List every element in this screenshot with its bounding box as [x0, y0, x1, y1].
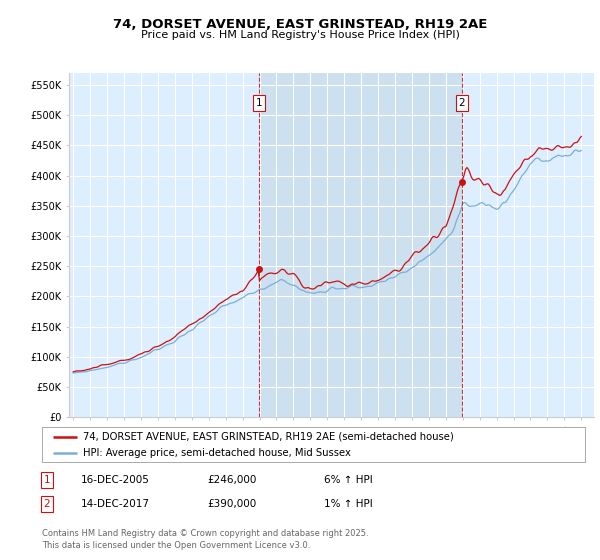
Text: £246,000: £246,000	[207, 475, 256, 485]
Text: 16-DEC-2005: 16-DEC-2005	[81, 475, 150, 485]
Text: 2: 2	[43, 499, 50, 509]
Text: 74, DORSET AVENUE, EAST GRINSTEAD, RH19 2AE (semi-detached house): 74, DORSET AVENUE, EAST GRINSTEAD, RH19 …	[83, 432, 454, 442]
Text: Contains HM Land Registry data © Crown copyright and database right 2025.: Contains HM Land Registry data © Crown c…	[42, 529, 368, 538]
Text: 6% ↑ HPI: 6% ↑ HPI	[324, 475, 373, 485]
Text: 2: 2	[459, 98, 466, 108]
Text: Price paid vs. HM Land Registry's House Price Index (HPI): Price paid vs. HM Land Registry's House …	[140, 30, 460, 40]
Text: HPI: Average price, semi-detached house, Mid Sussex: HPI: Average price, semi-detached house,…	[83, 447, 350, 458]
Text: 1% ↑ HPI: 1% ↑ HPI	[324, 499, 373, 509]
Text: 14-DEC-2017: 14-DEC-2017	[81, 499, 150, 509]
Bar	[259, 73, 462, 417]
Text: This data is licensed under the Open Government Licence v3.0.: This data is licensed under the Open Gov…	[42, 542, 310, 550]
Text: 1: 1	[43, 475, 50, 485]
Text: £390,000: £390,000	[207, 499, 256, 509]
Text: 74, DORSET AVENUE, EAST GRINSTEAD, RH19 2AE: 74, DORSET AVENUE, EAST GRINSTEAD, RH19 …	[113, 17, 487, 31]
Text: 1: 1	[256, 98, 262, 108]
